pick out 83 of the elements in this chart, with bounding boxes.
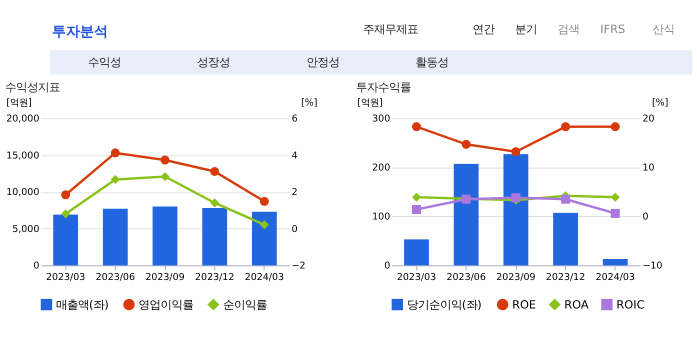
point	[61, 190, 70, 200]
text: 투자분석	[52, 24, 108, 40]
bar	[252, 212, 277, 266]
point	[160, 172, 170, 182]
text: 안정성	[306, 55, 340, 70]
legend-label: 순이익률	[222, 297, 267, 312]
bar	[404, 239, 429, 266]
y-tick-label: 0	[384, 260, 390, 272]
y-axis-title: [억원]	[357, 98, 383, 109]
y2-axis-title: [%]	[652, 98, 668, 109]
point	[412, 122, 421, 132]
point	[561, 122, 570, 132]
chart-title: 수익성지표	[4, 80, 60, 94]
point	[160, 156, 170, 165]
y2-tick-label: −10	[642, 260, 662, 272]
x-tick-label: 2024/03	[596, 272, 635, 284]
y-tick-label: 0	[33, 260, 40, 272]
x-tick-label: 2023/09	[145, 272, 185, 284]
x-tick-label: 2023/12	[195, 272, 234, 284]
point	[110, 175, 120, 184]
point	[260, 196, 269, 206]
point	[610, 192, 620, 202]
y2-tick-label: 0	[292, 224, 298, 235]
point	[462, 140, 471, 149]
bar	[202, 208, 228, 266]
x-tick-label: 2023/09	[496, 272, 536, 284]
bar	[53, 214, 78, 266]
y2-tick-label: 6	[292, 114, 298, 125]
text: 성장성	[197, 55, 230, 70]
x-tick-label: 2023/06	[446, 272, 486, 284]
text: 주재무제표	[363, 22, 418, 36]
x-tick-label: 2023/03	[46, 272, 86, 284]
legend-label: ROIC	[616, 297, 645, 312]
bar	[102, 208, 128, 266]
y2-tick-label: 4	[292, 150, 298, 162]
bar	[553, 212, 578, 266]
y-tick-label: 200	[372, 162, 390, 174]
y2-tick-label: −2	[292, 260, 306, 272]
point	[260, 220, 269, 230]
point	[412, 192, 421, 202]
y-tick-label: 15,000	[6, 150, 40, 162]
y-tick-label: 5,000	[12, 224, 40, 235]
text: IFRS	[600, 22, 626, 36]
x-tick-label: 2023/06	[96, 272, 135, 284]
point	[511, 193, 520, 202]
y-tick-label: 300	[372, 114, 390, 125]
bar	[503, 154, 528, 266]
point	[61, 209, 70, 218]
y-tick-label: 20,000	[6, 114, 40, 125]
legend-label: 영업이익률	[138, 297, 194, 312]
bar	[454, 164, 479, 266]
text: 연간	[472, 22, 494, 36]
x-tick-label: 2023/03	[396, 272, 436, 284]
point	[610, 122, 620, 132]
point	[412, 204, 421, 214]
legend-label: ROA	[564, 297, 589, 312]
bar	[152, 206, 178, 266]
point	[511, 147, 520, 156]
y-tick-label: 10,000	[6, 187, 40, 198]
y2-tick-label: 2	[292, 187, 298, 198]
point	[561, 194, 570, 204]
y2-tick-label: 10	[642, 162, 655, 174]
y2-tick-label: 20	[642, 114, 655, 125]
point	[110, 148, 120, 158]
x-tick-label: 2024/03	[244, 272, 284, 284]
bar	[602, 258, 628, 266]
text: 검색	[558, 22, 580, 36]
text: 활동성	[415, 55, 448, 70]
y2-tick-label: 0	[642, 212, 649, 223]
x-tick-label: 2023/12	[546, 272, 586, 284]
text: 산식	[652, 22, 674, 36]
point	[610, 208, 620, 218]
legend-label: ROE	[512, 297, 536, 312]
legend-label: 매출액(좌)	[56, 297, 109, 312]
y2-axis-title: [%]	[301, 98, 318, 109]
text: 분기	[514, 22, 537, 36]
chart-title: 투자수익률	[356, 80, 411, 94]
y-axis-title: [억원]	[6, 98, 32, 109]
legend-label: 당기순이익(좌)	[406, 297, 482, 312]
text: 수익성	[88, 55, 122, 70]
point	[210, 166, 220, 176]
point	[210, 198, 220, 208]
y-tick-label: 100	[372, 212, 390, 223]
